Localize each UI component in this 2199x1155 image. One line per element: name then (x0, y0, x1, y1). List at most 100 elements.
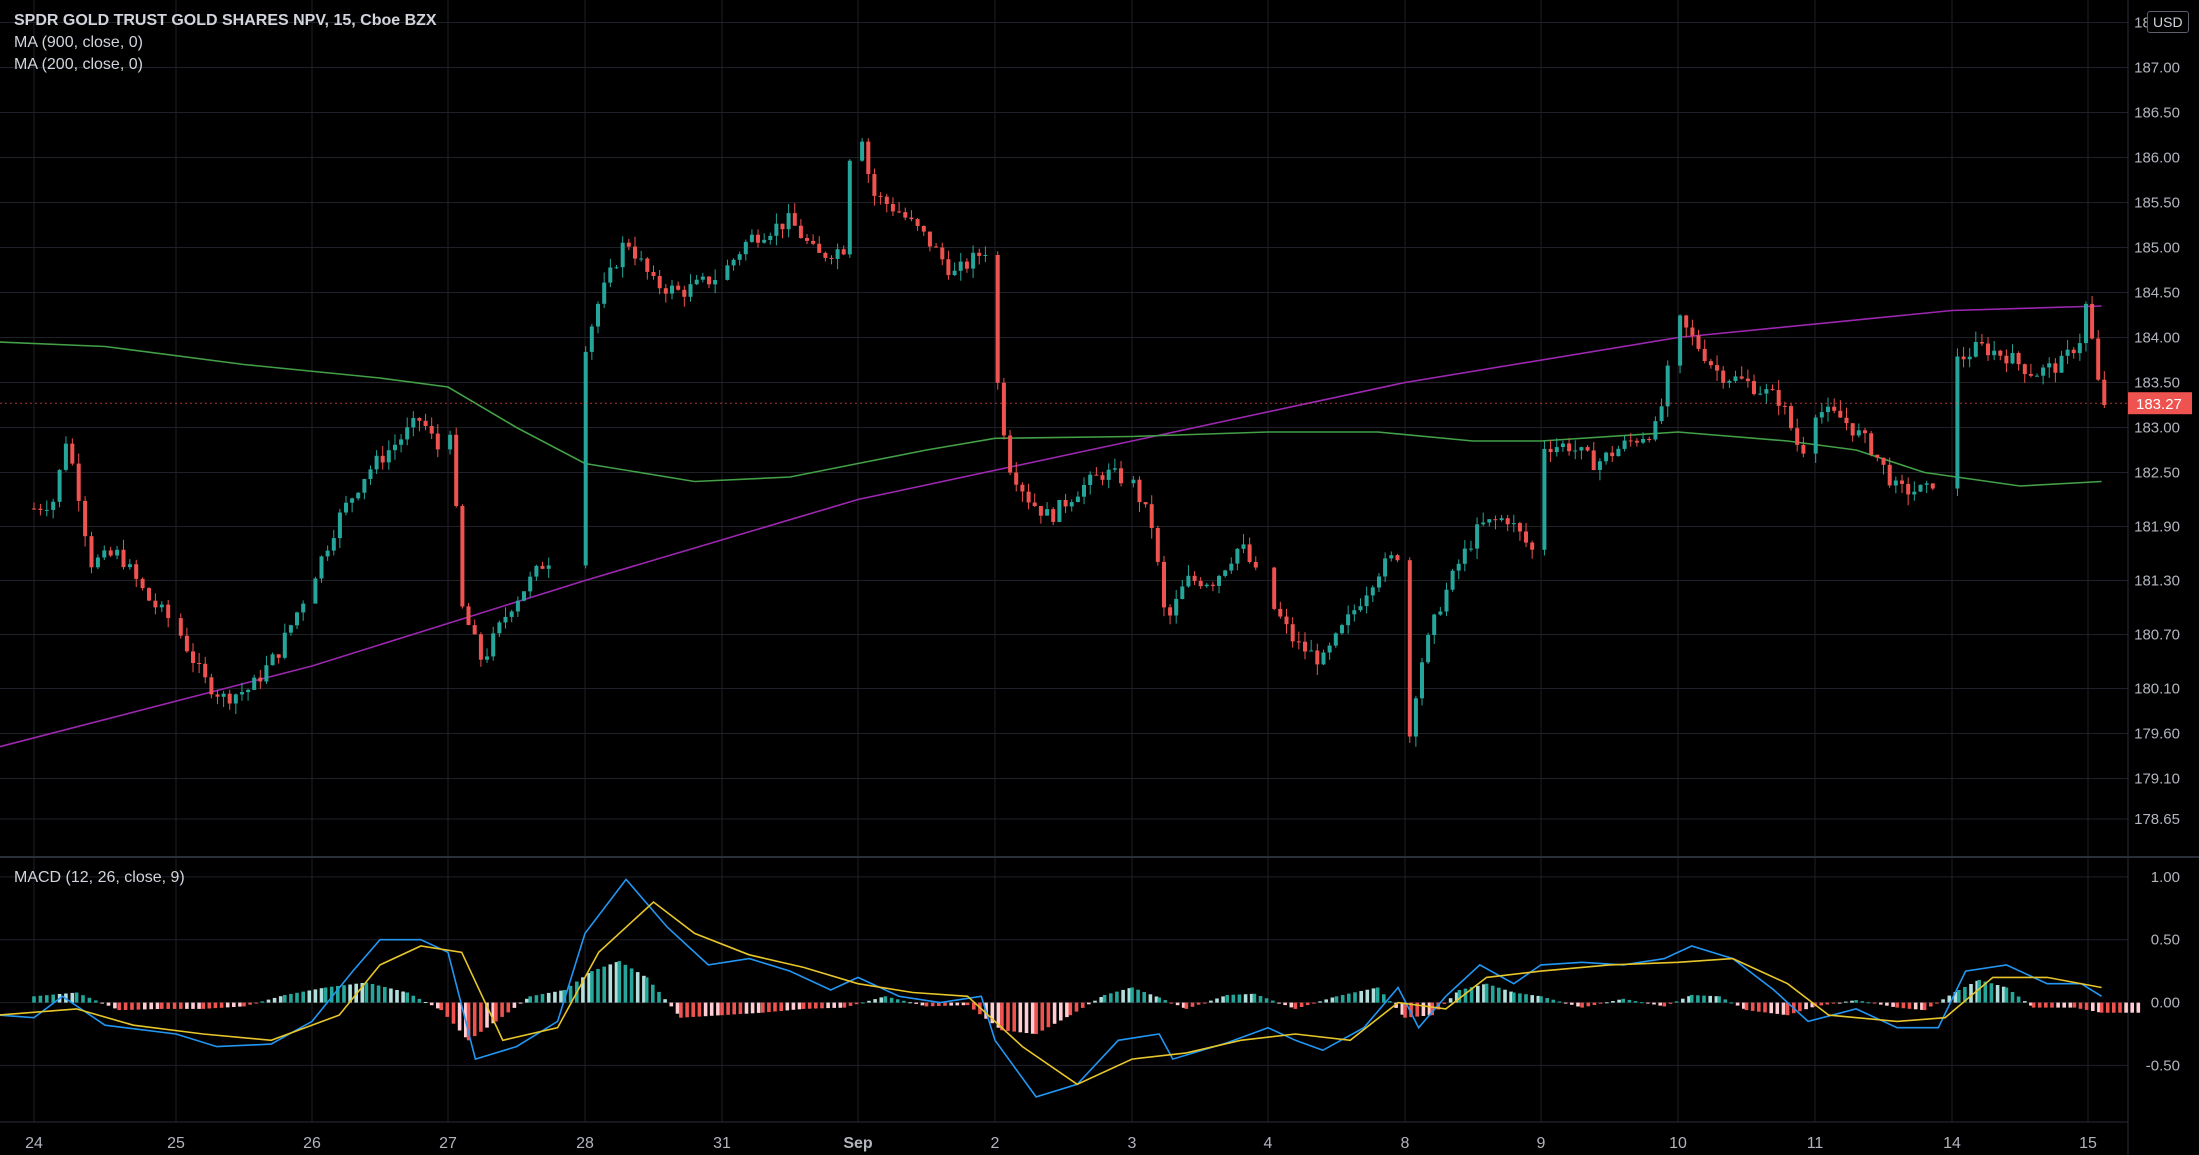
macd-histogram-bar (1427, 1002, 1432, 1016)
candle-body (614, 267, 619, 269)
candle-body (1616, 448, 1621, 457)
time-tick-label: 9 (1537, 1135, 1546, 1152)
macd-histogram-bar (1708, 995, 1712, 1003)
macd-histogram-bar (466, 1002, 471, 1041)
candle-body (1469, 548, 1473, 550)
macd-histogram-bar (1093, 1000, 1097, 1003)
macd-histogram-bar (1087, 1002, 1091, 1005)
candle-body (134, 564, 139, 579)
macd-histogram-bar (1163, 1000, 1168, 1003)
macd-histogram-bar (854, 1002, 859, 1005)
macd-histogram-bar (581, 977, 585, 1003)
macd-histogram-bar (1293, 1002, 1298, 1009)
candle-body (1604, 452, 1609, 462)
macd-histogram-bar (1365, 989, 1370, 1003)
candle-body (620, 242, 625, 268)
candle-body (1979, 342, 1984, 344)
macd-histogram-bar (1781, 1002, 1786, 1015)
candle-body (1764, 389, 1769, 394)
macd-pane[interactable] (0, 878, 2141, 1098)
macd-histogram-bar (1476, 985, 1480, 1003)
price-tick-label: 183.50 (2134, 375, 2180, 392)
macd-histogram-bar (596, 968, 600, 1003)
candle-body (1813, 417, 1818, 454)
macd-histogram-bar (703, 1002, 708, 1017)
time-tick-label: 4 (1264, 1135, 1273, 1152)
macd-histogram-bar (587, 973, 591, 1003)
macd-histogram-bar (1557, 1001, 1562, 1003)
candle-body (76, 463, 81, 501)
candle-body (694, 279, 699, 285)
candle-body (540, 565, 545, 569)
macd-histogram-bar (319, 988, 324, 1003)
macd-histogram-bar (972, 1002, 976, 1010)
macd-histogram-bar (1277, 1002, 1281, 1004)
candle-body (1542, 448, 1547, 550)
candle-body (1235, 548, 1240, 564)
candle-body (798, 225, 803, 238)
candle-body (639, 258, 644, 260)
candle-body (1585, 447, 1590, 451)
macd-histogram-bar (691, 1002, 695, 1017)
symbol-title[interactable]: SPDR GOLD TRUST GOLD SHARES NPV, 15, Cbo… (14, 12, 437, 29)
candle-body (1192, 575, 1197, 581)
candle-body (1450, 570, 1455, 590)
macd-histogram-bar (2068, 1002, 2073, 1008)
candle-body (1204, 584, 1209, 587)
candle-body (1770, 389, 1775, 391)
time-tick-label: 3 (1128, 1135, 1137, 1152)
candle-body (841, 249, 846, 255)
macd-histogram-bar (590, 971, 594, 1003)
price-tick-label: 182.50 (2134, 465, 2180, 482)
macd-histogram-bar (1448, 998, 1453, 1003)
price-tick-label: 178.65 (2134, 811, 2180, 828)
macd-histogram-bar (1935, 1002, 1939, 1004)
candle-body (2041, 367, 2046, 376)
candle-body (374, 455, 379, 470)
macd-histogram-bar (1237, 994, 1242, 1003)
macd-histogram-bar (1142, 992, 1146, 1003)
macd-histogram-bar (51, 994, 55, 1003)
candle-body (102, 550, 107, 558)
candle-body (1992, 350, 1997, 356)
macd-histogram-bar (130, 1002, 134, 1010)
candle-body (1622, 440, 1627, 449)
macd-histogram-bar (1283, 1002, 1287, 1006)
macd-histogram-bar (2029, 1002, 2033, 1006)
currency-badge[interactable]: USD (2147, 11, 2189, 33)
candle-body (435, 433, 440, 450)
candle-body (258, 677, 263, 682)
candle-body (1180, 586, 1185, 599)
macd-histogram-bar (1040, 1002, 1045, 1031)
macd-tick-label: 0.50 (2151, 932, 2180, 949)
ma200-legend[interactable]: MA (200, close, 0) (14, 56, 143, 73)
candle-body (890, 204, 895, 212)
macd-histogram-bar (1121, 989, 1125, 1003)
price-tick-label: 187.00 (2134, 60, 2180, 77)
candle-body (1358, 606, 1363, 611)
candle-body (1930, 483, 1935, 489)
macd-histogram-bar (1258, 996, 1263, 1003)
macd-histogram-bar (2050, 1002, 2054, 1008)
candle-body (651, 272, 656, 276)
macd-legend[interactable]: MACD (12, 26, close, 9) (14, 869, 185, 886)
macd-histogram-bar (1729, 1002, 1734, 1004)
price-tick-label: 181.90 (2134, 519, 2180, 536)
ma900-line (0, 305, 2102, 748)
macd-histogram-bar (1403, 1002, 1407, 1018)
macd-histogram-bar (1872, 1002, 1877, 1004)
candles[interactable] (32, 138, 2107, 747)
macd-histogram-bar (1400, 1002, 1405, 1015)
candle-body (1881, 457, 1886, 465)
macd-histogram-bar (1586, 1002, 1591, 1007)
candle-body (1290, 624, 1295, 642)
ma900-legend[interactable]: MA (900, close, 0) (14, 34, 143, 51)
candle-body (1838, 410, 1843, 418)
macd-histogram-bar (457, 1002, 462, 1031)
macd-histogram-bar (1000, 1002, 1004, 1031)
candle-body (417, 418, 422, 421)
macd-histogram-bar (1388, 1001, 1392, 1003)
macd-histogram-bar (761, 1002, 765, 1013)
macd-histogram-bar (1866, 1002, 1871, 1004)
